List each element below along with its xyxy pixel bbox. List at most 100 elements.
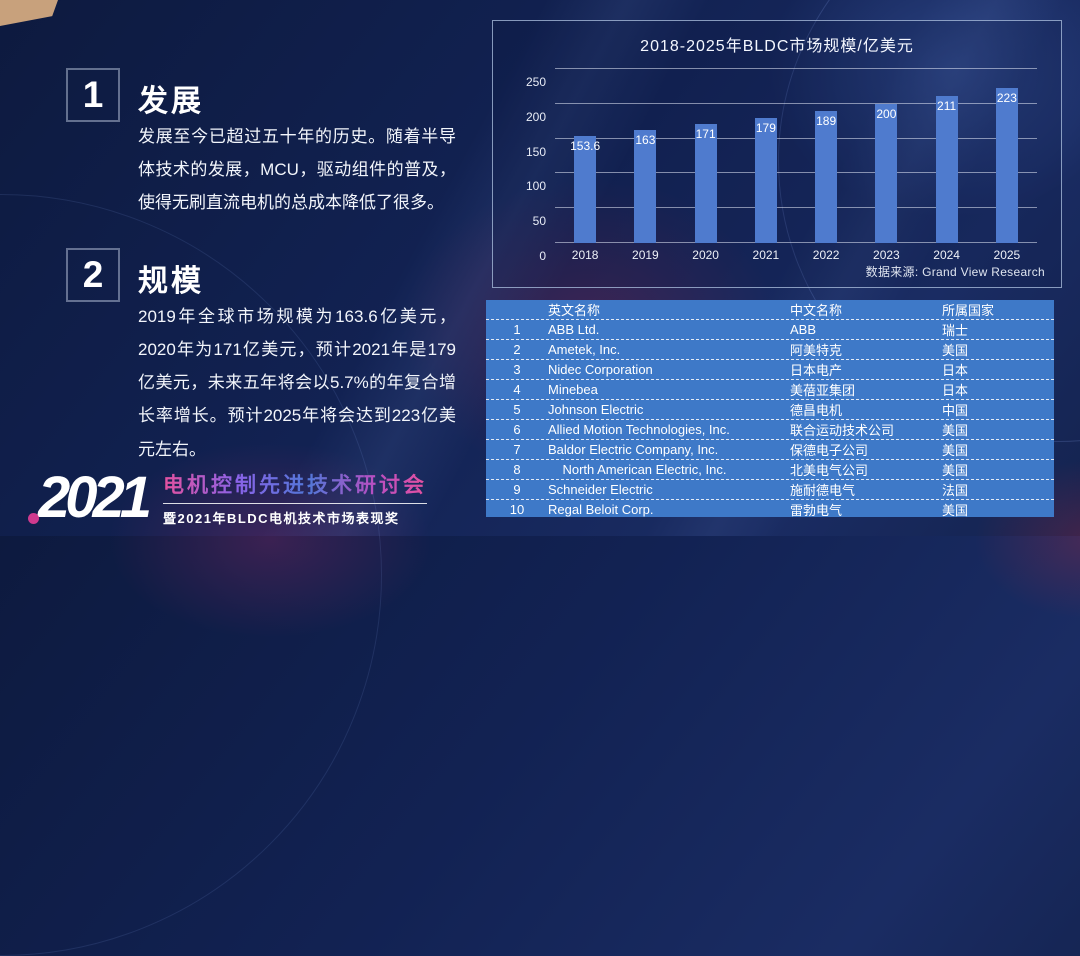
bar: 200 [875, 103, 898, 243]
country-cell: 美国 [942, 443, 969, 458]
english-name-cell: Schneider Electric [548, 482, 653, 497]
gridline: 250 [526, 68, 1037, 89]
gridline: 150 [526, 137, 1037, 159]
bar-value-label: 179 [755, 121, 776, 136]
bldc-market-chart-card: 2018-2025年BLDC市场规模/亿美元 0 50 100 150 200 250 15… [492, 20, 1062, 288]
header-chinese-name-cell: 中文名称 [790, 303, 843, 318]
section-1-title: 发展 [138, 85, 204, 118]
table-row: 10 Regal Beloit Corp. 雷勃电气 美国 [486, 500, 1054, 519]
bar: 163 [634, 129, 657, 243]
bar-slot: 163 [615, 69, 675, 243]
gridline: 200 [526, 102, 1037, 124]
chinese-name-cell: 雷勃电气 [790, 503, 843, 518]
table-row: 6 Allied Motion Technologies, Inc. 联合运动技术公… [486, 420, 1054, 440]
bar: 171 [694, 123, 717, 243]
country-cell: 日本 [942, 363, 969, 378]
table-row: 4 Minebea 美蓓亚集团 日本 [486, 380, 1054, 400]
english-name-cell: Minebea [548, 382, 598, 397]
english-name-cell: Johnson Electric [548, 402, 644, 417]
x-axis: 2018 2019 2020 2021 2022 2023 2024 2025 [555, 248, 1037, 262]
section-1-number: 1 [82, 74, 104, 115]
country-cell: 美国 [942, 343, 969, 358]
x-axis-label: 2022 [812, 248, 840, 262]
country-cell: 美国 [942, 463, 969, 478]
bar-value-label: 171 [695, 126, 716, 141]
table-row: 8 North American Electric, Inc. 北美电气公司 美国 [486, 460, 1054, 480]
x-axis-label: 2024 [933, 248, 960, 262]
chinese-name-cell: ABB [790, 322, 817, 337]
corner-accent [0, 0, 58, 26]
rank-cell: 3 [513, 362, 521, 377]
english-name-cell: Regal Beloit Corp. [548, 502, 654, 517]
bar-slot: 171 [676, 69, 736, 243]
table-row: 9 Schneider Electric 施耐德电气 法国 [486, 480, 1054, 500]
rank-cell: 4 [513, 382, 521, 397]
section-2-number: 2 [82, 254, 104, 295]
chinese-name-cell: 日本电产 [790, 363, 843, 378]
bar-slot: 223 [977, 69, 1037, 243]
y-axis-tick: 250 [525, 75, 546, 89]
rank-cell: 7 [513, 442, 521, 457]
chart-title: 2018-2025年BLDC市场规模/亿美元 [640, 38, 914, 55]
gridline: 50 [533, 207, 1037, 228]
rank-cell: 8 [513, 462, 521, 477]
country-cell: 美国 [942, 423, 969, 438]
table-header-row: 英文名称 中文名称 所属国家 [486, 300, 1054, 320]
country-cell: 日本 [942, 383, 969, 398]
english-name-cell: Baldor Electric Company, Inc. [548, 442, 719, 457]
country-cell: 美国 [942, 503, 969, 518]
y-axis-tick: 50 [532, 214, 546, 229]
section-2-number-box: 2 [66, 248, 120, 302]
bar: 223 [995, 87, 1018, 243]
plot-area: 0 50 100 150 200 250 153.6 163 171 179 189 200 211 22… [526, 68, 1037, 263]
gridline: 0 [539, 242, 1037, 263]
chinese-name-cell: 联合运动技术公司 [790, 423, 895, 438]
bar-value-label: 200 [876, 106, 897, 121]
year-label: 2021 [38, 465, 152, 530]
chinese-name-cell: 阿美特克 [790, 343, 843, 358]
event-subtitle: 暨2021年BLDC电机技术市场表现奖 [163, 503, 428, 527]
bar-slot: 189 [796, 69, 856, 243]
event-block: 电机控制先进技术研讨会 暨2021年BLDC电机技术市场表现奖 [163, 469, 428, 527]
rank-cell: 1 [513, 322, 521, 337]
bar-slot: 153.6 [555, 69, 615, 243]
english-name-cell: ABB Ltd. [548, 322, 600, 337]
section-2-title: 规模 [138, 265, 204, 298]
bars: 153.6 163 171 179 189 200 211 223 [555, 69, 1037, 243]
bar-value-label: 153.6 [570, 139, 601, 154]
bar-value-label: 223 [996, 90, 1017, 105]
header-english-name-cell: 英文名称 [548, 303, 601, 318]
rank-cell: 9 [513, 482, 521, 497]
bar-value-label: 163 [635, 132, 656, 147]
y-axis-tick: 100 [525, 179, 546, 194]
chart-source: 数据来源: Grand View Research [865, 265, 1045, 279]
x-axis-label: 2025 [993, 248, 1021, 262]
chinese-name-cell: 施耐德电气 [790, 483, 856, 498]
country-cell: 法国 [942, 483, 969, 498]
event-title: 电机控制先进技术研讨会 [163, 469, 427, 499]
section-2-body: 2019年全球市场规模为163.6亿美元，2020年为171亿美元，预计2021… [138, 307, 456, 459]
rank-cell: 2 [513, 342, 521, 357]
header-country-cell: 所属国家 [942, 303, 995, 318]
bar-slot: 179 [736, 69, 796, 243]
x-axis-label: 2018 [571, 248, 599, 262]
chinese-name-cell: 美蓓亚集团 [790, 383, 856, 398]
bar-slot: 200 [856, 69, 916, 243]
country-cell: 瑞士 [942, 323, 969, 338]
table-row: 7 Baldor Electric Company, Inc. 保德电子公司 美国 [486, 440, 1054, 460]
english-name-cell: North American Electric, Inc. [548, 462, 727, 477]
y-axis-tick: 0 [539, 249, 546, 263]
rank-cell: 6 [513, 422, 521, 437]
rank-cell: 5 [513, 402, 521, 417]
x-axis-label: 2021 [752, 248, 780, 262]
bar: 211 [935, 96, 958, 243]
gridline: 100 [526, 172, 1037, 193]
rank-cell: 10 [509, 502, 525, 517]
logo-dot [28, 513, 39, 524]
section-1-number-box: 1 [66, 68, 120, 122]
y-axis-tick: 150 [525, 144, 546, 159]
chinese-name-cell: 北美电气公司 [790, 463, 869, 478]
bar: 179 [754, 118, 777, 243]
english-name-cell: Ametek, Inc. [548, 342, 621, 357]
english-name-cell: Nidec Corporation [548, 362, 653, 377]
